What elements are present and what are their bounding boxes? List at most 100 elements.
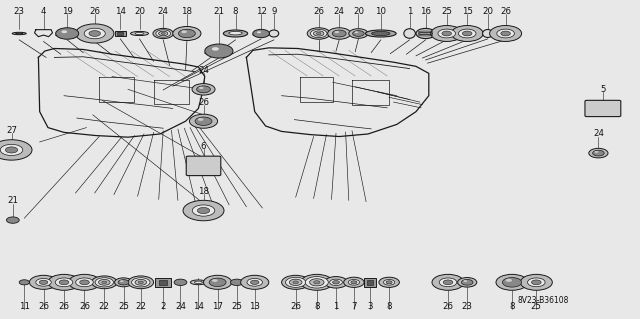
- Circle shape: [181, 30, 187, 33]
- Circle shape: [502, 278, 522, 287]
- Text: 24: 24: [175, 302, 186, 311]
- Circle shape: [285, 277, 306, 287]
- Text: 20: 20: [482, 7, 493, 16]
- Circle shape: [92, 276, 117, 289]
- Text: 8: 8: [509, 302, 515, 311]
- Circle shape: [314, 31, 324, 36]
- Text: 23: 23: [13, 7, 25, 16]
- Circle shape: [386, 281, 392, 284]
- Text: 3: 3: [367, 302, 372, 311]
- Circle shape: [76, 278, 93, 287]
- Circle shape: [247, 278, 262, 286]
- Text: 26: 26: [500, 7, 511, 16]
- Circle shape: [250, 280, 259, 285]
- Text: 24: 24: [198, 66, 209, 75]
- Circle shape: [490, 26, 522, 41]
- Text: 20: 20: [134, 7, 145, 16]
- Circle shape: [438, 29, 456, 38]
- Text: 25: 25: [118, 302, 129, 311]
- Circle shape: [102, 281, 107, 284]
- Circle shape: [328, 28, 351, 39]
- Text: 9: 9: [271, 7, 276, 16]
- Ellipse shape: [416, 28, 435, 39]
- FancyBboxPatch shape: [186, 156, 221, 176]
- Circle shape: [458, 29, 476, 38]
- Circle shape: [6, 217, 19, 223]
- Circle shape: [497, 29, 515, 38]
- Circle shape: [443, 280, 453, 285]
- Circle shape: [593, 150, 604, 156]
- Circle shape: [48, 274, 80, 290]
- Circle shape: [351, 281, 357, 284]
- Circle shape: [159, 31, 168, 36]
- Circle shape: [174, 279, 187, 286]
- Circle shape: [56, 28, 79, 39]
- Ellipse shape: [56, 34, 79, 37]
- Circle shape: [120, 280, 124, 282]
- Text: 6: 6: [201, 142, 206, 151]
- Circle shape: [531, 280, 541, 285]
- Circle shape: [68, 274, 100, 290]
- Text: 22: 22: [99, 302, 110, 311]
- Ellipse shape: [195, 281, 202, 284]
- Circle shape: [289, 279, 302, 286]
- Text: 19: 19: [62, 7, 72, 16]
- Text: 26: 26: [89, 7, 100, 16]
- Circle shape: [197, 207, 210, 214]
- Ellipse shape: [229, 31, 242, 35]
- Text: 15: 15: [461, 7, 473, 16]
- Text: 12: 12: [255, 7, 267, 16]
- Circle shape: [595, 151, 598, 153]
- Text: 24: 24: [333, 7, 345, 16]
- Circle shape: [463, 280, 467, 282]
- Bar: [118, 33, 123, 34]
- Circle shape: [29, 275, 58, 289]
- Text: 24: 24: [593, 130, 604, 138]
- Text: 27: 27: [6, 126, 17, 135]
- Text: 25: 25: [441, 7, 452, 16]
- Circle shape: [99, 279, 110, 285]
- Circle shape: [212, 47, 219, 51]
- Ellipse shape: [135, 33, 144, 34]
- Circle shape: [204, 275, 232, 289]
- Ellipse shape: [483, 29, 493, 38]
- Text: 16: 16: [420, 7, 431, 16]
- Circle shape: [458, 278, 477, 287]
- Circle shape: [55, 278, 73, 287]
- Circle shape: [199, 87, 204, 89]
- Text: 25: 25: [531, 302, 542, 311]
- Circle shape: [431, 26, 463, 41]
- Circle shape: [39, 280, 48, 285]
- Text: 25: 25: [231, 302, 243, 311]
- Circle shape: [379, 277, 399, 287]
- Text: 22: 22: [135, 302, 147, 311]
- Circle shape: [36, 278, 51, 286]
- Text: 26: 26: [198, 98, 209, 107]
- Circle shape: [253, 29, 269, 38]
- Circle shape: [353, 31, 364, 36]
- Text: 1: 1: [333, 302, 339, 311]
- Bar: [115, 31, 126, 35]
- Circle shape: [344, 277, 364, 287]
- Ellipse shape: [365, 30, 396, 37]
- Text: 1: 1: [407, 7, 412, 16]
- Circle shape: [195, 117, 212, 125]
- Circle shape: [80, 280, 90, 285]
- Text: 14: 14: [115, 7, 126, 16]
- Circle shape: [0, 144, 23, 156]
- Text: 8: 8: [314, 302, 319, 311]
- Circle shape: [118, 280, 129, 285]
- Circle shape: [76, 24, 114, 43]
- Circle shape: [500, 31, 511, 36]
- Ellipse shape: [205, 51, 233, 55]
- Circle shape: [60, 280, 69, 285]
- Circle shape: [310, 29, 327, 38]
- Circle shape: [333, 281, 339, 284]
- Circle shape: [192, 84, 215, 95]
- Circle shape: [95, 278, 113, 287]
- Circle shape: [307, 28, 330, 39]
- Circle shape: [520, 274, 552, 290]
- Circle shape: [205, 44, 233, 58]
- Circle shape: [89, 31, 100, 36]
- Circle shape: [183, 200, 224, 221]
